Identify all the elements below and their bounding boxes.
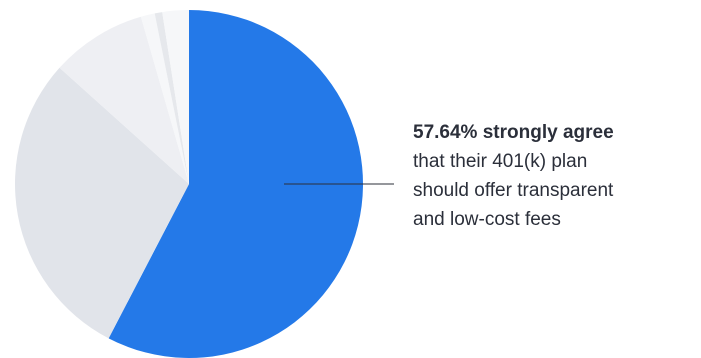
callout-headline: 57.64% strongly agree (413, 122, 614, 143)
pie-slices (15, 9, 364, 358)
pie-slice-6 (162, 9, 189, 184)
pie-slice-4 (140, 13, 189, 185)
pie-slice-2 (15, 67, 189, 339)
pie-slice-1 (108, 10, 364, 358)
pie-slice-3 (59, 16, 189, 184)
pie-slice-5 (154, 12, 189, 184)
callout-text: that their 401(k) plan should offer tran… (413, 151, 614, 230)
callout: 57.64% strongly agree that their 401(k) … (413, 118, 698, 234)
